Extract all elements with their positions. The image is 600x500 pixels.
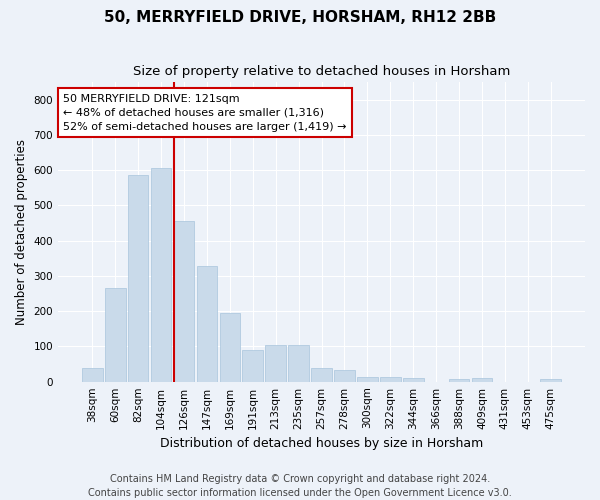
Bar (105, 288, 125, 382)
Bar (334, 370, 355, 382)
Bar (541, 379, 561, 382)
Text: 50 MERRYFIELD DRIVE: 121sqm
← 48% of detached houses are smaller (1,316)
52% of : 50 MERRYFIELD DRIVE: 121sqm ← 48% of det… (64, 94, 347, 132)
X-axis label: Distribution of detached houses by size in Horsham: Distribution of detached houses by size … (160, 437, 483, 450)
Bar (472, 378, 492, 382)
Bar (128, 176, 148, 382)
Y-axis label: Number of detached properties: Number of detached properties (15, 139, 28, 325)
Bar (197, 266, 217, 382)
Bar (380, 376, 401, 382)
Bar (403, 378, 424, 382)
Bar (357, 376, 377, 382)
Bar (151, 168, 172, 382)
Text: Contains HM Land Registry data © Crown copyright and database right 2024.
Contai: Contains HM Land Registry data © Crown c… (88, 474, 512, 498)
Bar (265, 346, 286, 382)
Bar (220, 313, 240, 382)
Bar (173, 221, 194, 382)
Bar (242, 350, 263, 382)
Bar (449, 379, 469, 382)
Bar (311, 368, 332, 382)
Title: Size of property relative to detached houses in Horsham: Size of property relative to detached ho… (133, 65, 510, 78)
Text: 50, MERRYFIELD DRIVE, HORSHAM, RH12 2BB: 50, MERRYFIELD DRIVE, HORSHAM, RH12 2BB (104, 10, 496, 25)
Bar (82, 368, 103, 382)
Bar (288, 346, 309, 382)
